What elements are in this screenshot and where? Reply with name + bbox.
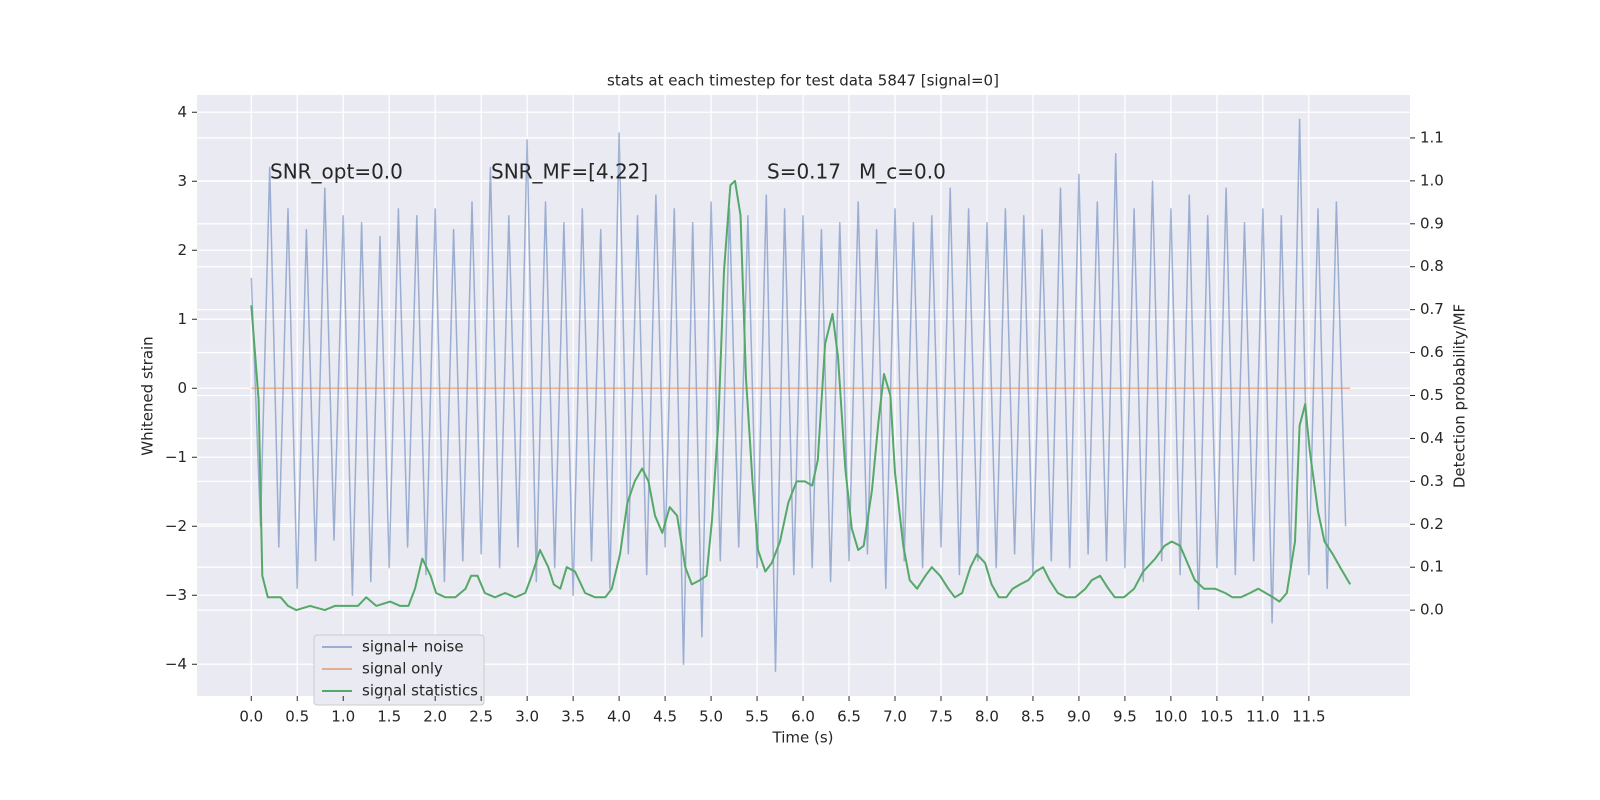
series-line <box>250 179 1352 612</box>
x-tick-label: 1.0 <box>331 708 355 726</box>
y-tick-label: −4 <box>165 655 187 673</box>
annotation: SNR_MF=[4.22] <box>491 160 648 184</box>
y-tick-label: 4 <box>177 103 187 121</box>
x-tick-label: 9.0 <box>1067 708 1091 726</box>
annotation: S=0.17 <box>767 160 841 184</box>
y-tick-label: 3 <box>177 172 187 190</box>
chart-title: stats at each timestep for test data 584… <box>607 72 999 90</box>
x-tick-label: 8.5 <box>1021 708 1045 726</box>
annotation: M_c=0.0 <box>859 160 946 184</box>
y-tick-label: 0 <box>177 379 187 397</box>
y-tick-label: −3 <box>165 586 187 604</box>
x-tick-label: 7.5 <box>929 708 953 726</box>
x-tick-label: 8.0 <box>975 708 999 726</box>
x-tick-label: 6.0 <box>791 708 815 726</box>
legend-box <box>313 634 485 706</box>
series-line <box>250 118 1347 672</box>
y-tick-label: 1 <box>177 310 187 328</box>
x-tick-label: 9.5 <box>1113 708 1137 726</box>
y2-tick-label: 0.6 <box>1420 343 1444 361</box>
y-tick-label: −2 <box>165 517 187 535</box>
y2-tick-label: 0.1 <box>1420 558 1444 576</box>
x-tick-label: 2.5 <box>469 708 493 726</box>
x-tick-label: 4.5 <box>653 708 677 726</box>
y2-tick-label: 0.0 <box>1420 601 1444 619</box>
x-axis-label: Time (s) <box>772 729 834 747</box>
y2-tick-label: 0.8 <box>1420 257 1444 275</box>
y2-tick-label: 1.1 <box>1420 128 1444 146</box>
y2-tick-label: 0.3 <box>1420 472 1444 490</box>
x-tick-label: 5.5 <box>745 708 769 726</box>
y2-tick-label: 0.9 <box>1420 214 1444 232</box>
y2-tick-label: 0.2 <box>1420 515 1444 533</box>
y2-tick-label: 0.4 <box>1420 429 1444 447</box>
x-tick-label: 7.0 <box>883 708 907 726</box>
x-tick-label: 10.5 <box>1200 708 1233 726</box>
y-tick-label: 2 <box>177 241 187 259</box>
x-tick-label: 0.0 <box>239 708 263 726</box>
x-tick-label: 5.0 <box>699 708 723 726</box>
legend-label: signal+ noise <box>362 638 464 656</box>
x-tick-label: 11.5 <box>1292 708 1325 726</box>
x-tick-label: 10.0 <box>1154 708 1187 726</box>
y2-tick-label: 0.5 <box>1420 386 1444 404</box>
y2-tick-label: 1.0 <box>1420 171 1444 189</box>
x-tick-label: 2.0 <box>423 708 447 726</box>
annotation: SNR_opt=0.0 <box>270 160 403 184</box>
x-tick-label: 11.0 <box>1246 708 1279 726</box>
y2-tick-label: 0.7 <box>1420 300 1444 318</box>
legend-label: signal statistics <box>362 682 478 700</box>
x-tick-label: 0.5 <box>285 708 309 726</box>
x-tick-label: 6.5 <box>837 708 861 726</box>
y-axis-label: Whitened strain <box>139 336 157 455</box>
y-tick-label: −1 <box>165 448 187 466</box>
legend-label: signal only <box>362 660 443 678</box>
x-tick-label: 1.5 <box>377 708 401 726</box>
y2-axis-label: Detection probability/MF <box>1451 304 1469 488</box>
x-tick-label: 4.0 <box>607 708 631 726</box>
legend: signal+ noise signal only signal statistic… <box>313 634 485 706</box>
x-tick-label: 3.5 <box>561 708 585 726</box>
x-tick-label: 3.0 <box>515 708 539 726</box>
